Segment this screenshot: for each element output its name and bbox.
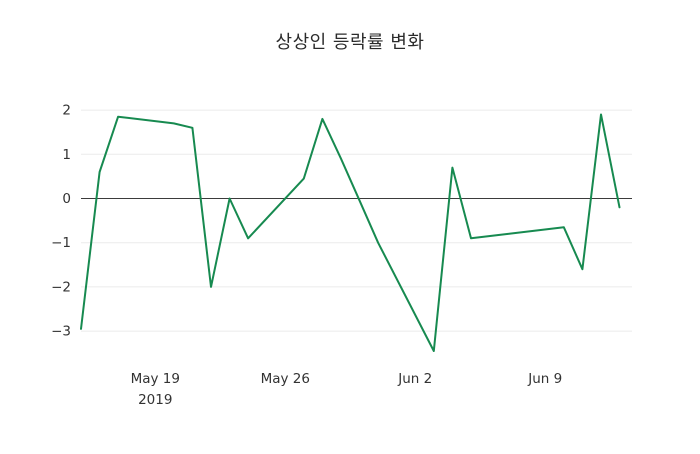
- x-axis-tick-label: May 26: [261, 371, 310, 387]
- y-axis-tick-label: −1: [51, 235, 71, 251]
- chart-title: 상상인 등락률 변화: [275, 32, 425, 53]
- x-axis-tick-label: May 19: [131, 371, 180, 387]
- y-axis-tick-label: 1: [62, 147, 71, 163]
- data-series-line: [80, 113, 621, 352]
- y-axis-tick-label: −3: [51, 324, 71, 340]
- x-axis-tick-label: Jun 9: [527, 371, 562, 387]
- y-axis-tick-label: −2: [51, 279, 71, 295]
- y-axis-tick-label: 2: [62, 103, 71, 119]
- x-axis-tick-sublabel: 2019: [138, 392, 172, 408]
- x-axis-tick-label: Jun 2: [397, 371, 432, 387]
- y-axis-tick-label: 0: [62, 191, 71, 207]
